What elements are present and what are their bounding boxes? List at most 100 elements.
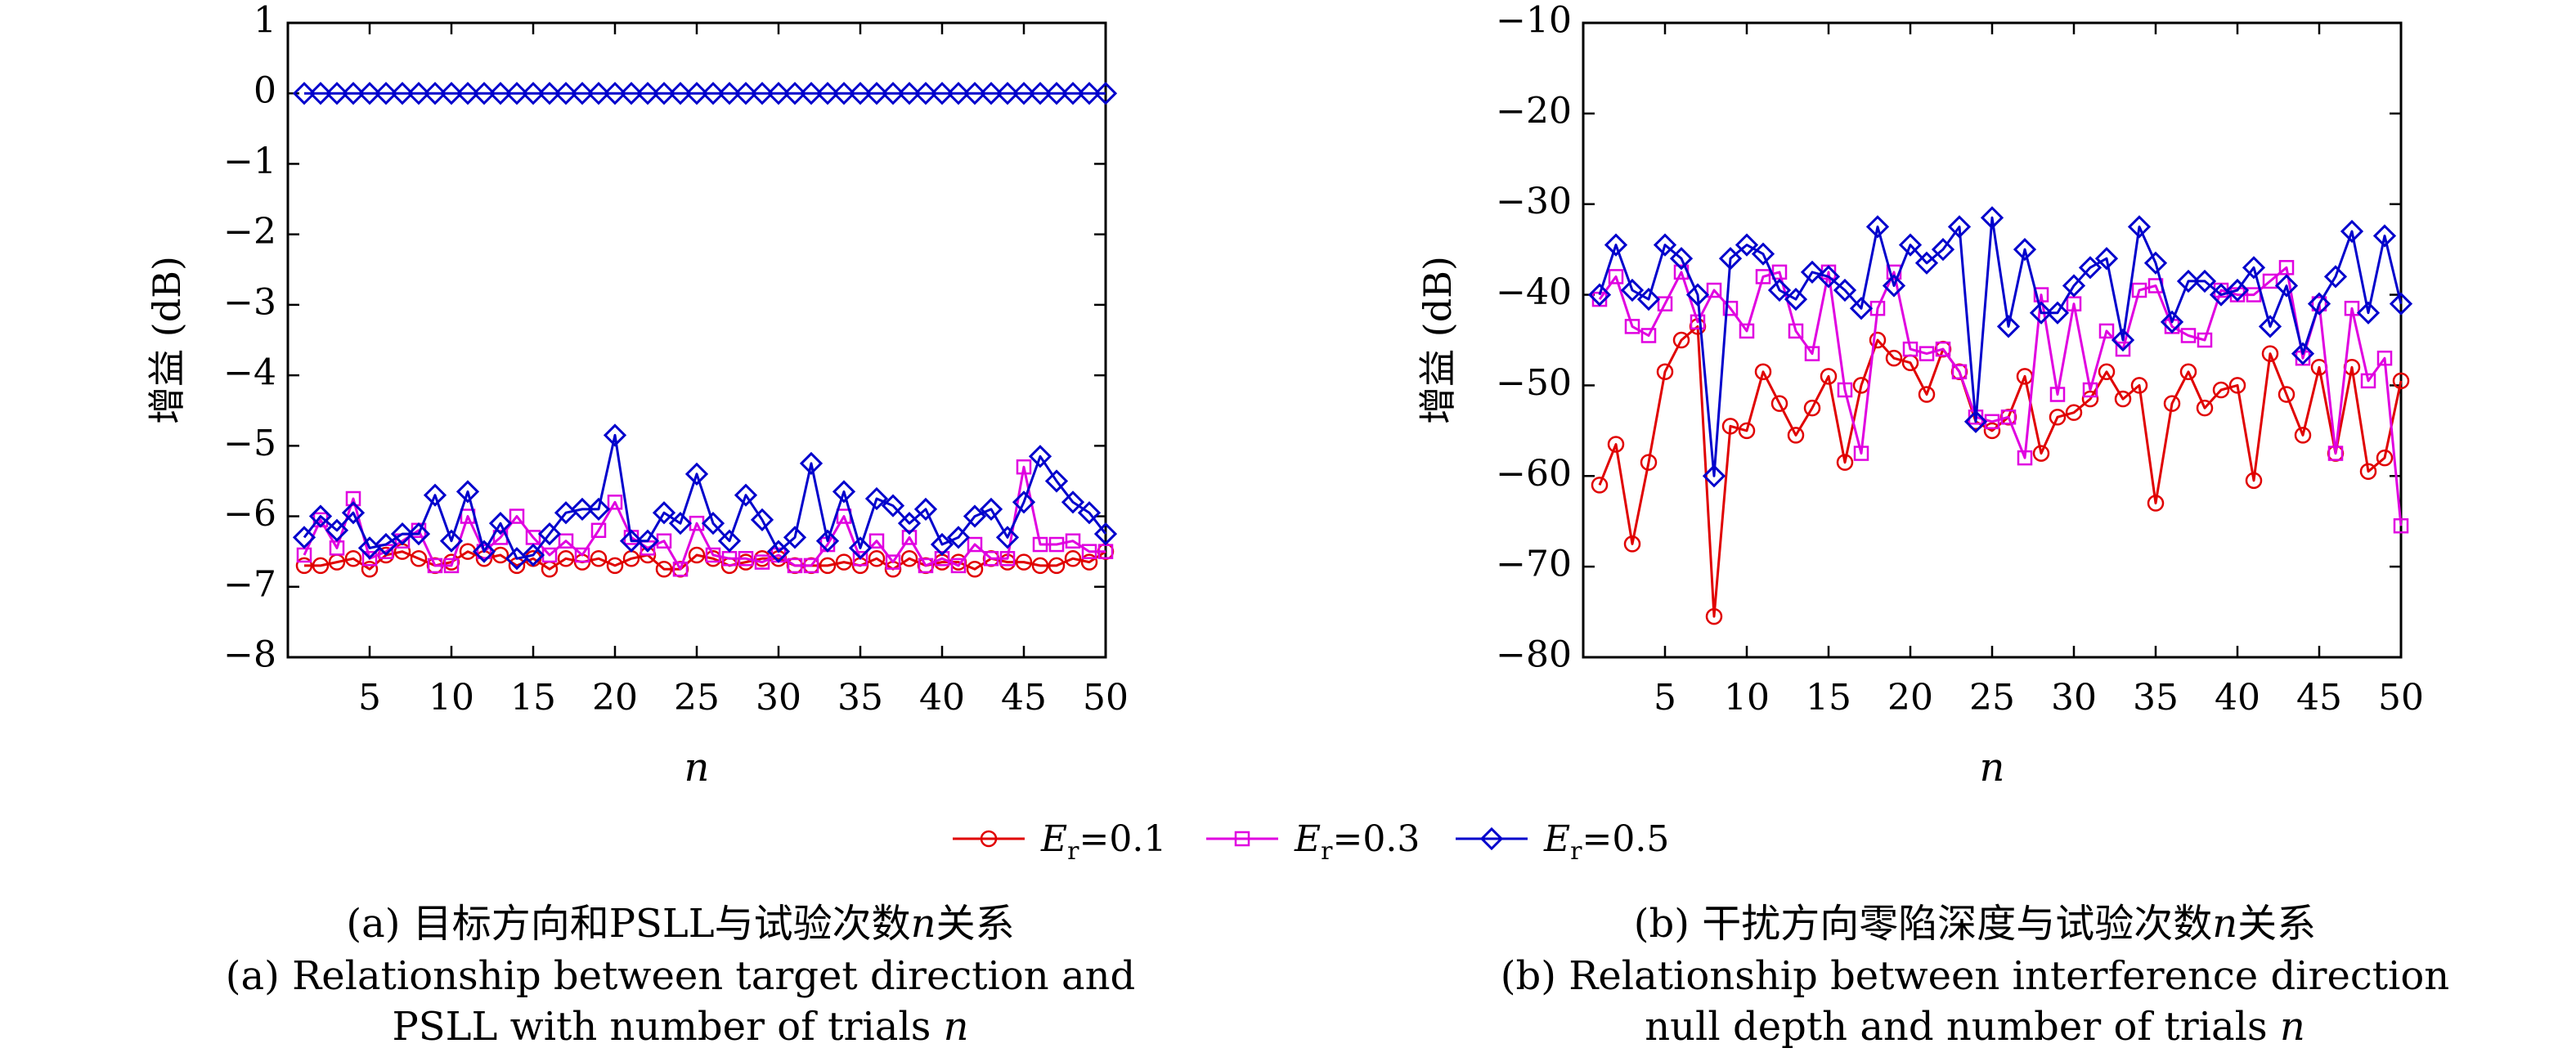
y-tick-label: −8 <box>223 634 276 676</box>
data-point: E_r=0.5 n=12: -39.5 <box>1767 278 1792 302</box>
data-point: E_r=0.3 n=16: -50.5 <box>1837 382 1853 398</box>
y-tick-label: 0 <box>254 70 276 112</box>
data-point: E_r=0.3 n=44: -6.6 <box>999 551 1016 567</box>
chart-panel-b: −10 −20 −30 −40 −50 −60 −70 −80 5 10 15 20 25 30 35 40… <box>1416 0 2424 791</box>
data-point: n=11: 0 <box>456 82 480 105</box>
legend-item: Er=0.3 <box>1206 818 1420 866</box>
data-point: E_r=0.3 n=42: -38.5 <box>2262 273 2278 289</box>
data-point: E_r=0.5 n=2: -34.5 <box>1604 233 1628 257</box>
captions: (a) 目标方向和PSLL与试验次数n关系 (a) Relationship b… <box>226 901 2449 1050</box>
data-point: n=22: 0 <box>635 82 660 105</box>
x-tick-label: 20 <box>1887 677 1933 719</box>
data-point: E_r=0.3 n=36: -6.35 <box>868 533 885 549</box>
data-point: E_r=0.5 n=33: -6.35 <box>815 529 840 553</box>
data-point: E_r=0.3 n=20: -5.8 <box>607 495 623 510</box>
data-point: E_r=0.5 n=25: -5.4 <box>684 462 709 486</box>
data-point: n=44: 0 <box>995 82 1020 105</box>
x-tick-label: 25 <box>674 677 720 719</box>
data-point: E_r=0.1 n=12: -52 <box>1770 395 1788 412</box>
data-point: E_r=0.3 n=14: -46.5 <box>1804 346 1820 361</box>
data-point: E_r=0.3 n=32: -44 <box>2098 323 2115 339</box>
data-point: E_r=0.3 n=2: -38 <box>1608 269 1624 284</box>
y-tick-label: −60 <box>1496 453 1572 495</box>
data-point: n=12: 0 <box>472 82 496 105</box>
data-point: E_r=0.3 n=19: -6.2 <box>590 522 607 539</box>
data-point: E_r=0.1 n=16: -58.5 <box>1836 454 1854 471</box>
data-point: E_r=0.5 n=37: -5.85 <box>881 494 905 517</box>
data-point: E_r=0.5 n=4: -5.95 <box>341 501 366 525</box>
data-point: E_r=0.3 n=20: -46 <box>1902 341 1919 357</box>
data-point: n=21: 0 <box>619 82 644 105</box>
data-point: n=27: 0 <box>717 82 742 105</box>
x-axis-ticks-b: 5 10 15 20 25 30 35 40 45 50 <box>1654 23 2424 719</box>
data-point: E_r=0.5 n=48: -42 <box>2356 301 2381 325</box>
data-point: E_r=0.1 n=50: -49.5 <box>2392 372 2410 390</box>
data-point: E_r=0.3 n=34: -39.5 <box>2131 282 2147 298</box>
data-point: E_r=0.1 n=19: -47 <box>1885 349 1903 367</box>
data-point: E_r=0.5 n=23: -32.5 <box>1947 215 1972 239</box>
data-point: E_r=0.1 n=2: -6.7 <box>312 557 330 575</box>
data-point: E_r=0.1 n=30: -53 <box>2065 404 2083 421</box>
data-point: E_r=0.5 n=32: -5.25 <box>799 451 824 476</box>
data-point: E_r=0.3 n=41: -6.7 <box>950 558 967 574</box>
y-tick-label: −40 <box>1496 271 1572 313</box>
data-point: E_r=0.5 n=4: -40.5 <box>1636 287 1661 311</box>
series-unnamed-3: n=1: 0n=2: 0n=3: 0n=4: 0n=5: 0n=6: 0n=7:… <box>292 82 1118 105</box>
data-point: E_r=0.3 n=30: -41 <box>2066 296 2082 311</box>
data-point: E_r=0.5 n=6: -6.4 <box>374 532 398 557</box>
y-tick-label: −7 <box>223 563 276 605</box>
legend-label: Er=0.3 <box>1294 818 1420 866</box>
y-tick-label: −80 <box>1496 634 1572 676</box>
series-e-r-0-1: E_r=0.1 n=1: -6.7E_r=0.1 n=2: -6.7 E_r=0.… <box>295 543 1115 578</box>
data-point: E_r=0.5 n=42: -6 <box>963 504 987 528</box>
data-point: E_r=0.5 n=16: -6.25 <box>537 522 562 546</box>
data-point: E_r=0.5 n=37: -38.5 <box>2176 269 2201 293</box>
x-tick-label: 10 <box>429 677 474 719</box>
x-tick-label: 15 <box>1806 677 1851 719</box>
data-point: E_r=0.5 n=24: -6.1 <box>668 512 693 535</box>
y-tick-label: −3 <box>223 281 276 323</box>
x-axis-label-b: n <box>1980 745 2005 791</box>
y-axis-label-b: 增益 (dB) <box>1416 256 1460 424</box>
data-point: E_r=0.3 n=4: -44.5 <box>1640 328 1657 343</box>
y-tick-label: −50 <box>1496 362 1572 404</box>
legend-item: Er=0.1 <box>953 818 1166 866</box>
data-point: E_r=0.5 n=31: -37 <box>2078 256 2103 280</box>
data-point: E_r=0.1 n=15: -49 <box>1820 368 1838 385</box>
x-tick-label: 25 <box>1969 677 2015 719</box>
data-point: E_r=0.3 n=24: -6.75 <box>672 561 689 577</box>
data-point: E_r=0.5 n=26: -6.1 <box>701 512 725 535</box>
data-point: E_r=0.3 n=26: -6.55 <box>705 547 721 563</box>
data-point: n=13: 0 <box>488 82 513 105</box>
x-tick-label: 50 <box>2378 677 2424 719</box>
data-point: E_r=0.1 n=33: -6.7 <box>819 557 837 575</box>
data-point: E_r=0.3 n=9: -41.5 <box>1722 300 1739 316</box>
data-point: E_r=0.1 n=32: -48.5 <box>2098 363 2116 381</box>
x-tick-label: 45 <box>2296 677 2342 719</box>
x-tick-label: 10 <box>1724 677 1770 719</box>
data-point: E_r=0.1 n=8: -75.5 <box>1705 607 1723 625</box>
data-point: E_r=0.1 n=42: -46.5 <box>2261 345 2279 362</box>
data-point: n=25: 0 <box>684 82 709 105</box>
data-point: E_r=0.5 n=8: -6.25 <box>406 522 431 546</box>
data-point: n=33: 0 <box>815 82 840 105</box>
caption-b-english-line2: null depth and number of trials n <box>1645 1004 2305 1050</box>
y-tick-label: −6 <box>223 493 276 535</box>
data-point: E_r=0.5 n=42: -43.5 <box>2258 315 2282 338</box>
data-point: E_r=0.5 n=20: -4.85 <box>603 423 627 447</box>
data-point: E_r=0.3 n=8: -39.5 <box>1706 282 1722 298</box>
data-point: E_r=0.5 n=29: -6.05 <box>750 508 774 531</box>
data-point: E_r=0.3 n=22: -46 <box>1935 341 1951 357</box>
data-point: E_r=0.1 n=3: -67.5 <box>1623 535 1641 553</box>
data-point: n=40: 0 <box>930 82 954 105</box>
data-point: E_r=0.5 n=11: -35.5 <box>1751 242 1775 266</box>
data-point: E_r=0.1 n=40: -50 <box>2228 377 2246 394</box>
legend-label: Er=0.1 <box>1040 818 1166 866</box>
data-point: n=37: 0 <box>881 82 905 105</box>
series-line <box>1598 325 2403 618</box>
data-point: n=43: 0 <box>979 82 1003 105</box>
data-point: E_r=0.3 n=40: -6.6 <box>934 551 950 567</box>
data-point: n=34: 0 <box>832 82 856 105</box>
x-tick-label: 50 <box>1083 677 1129 719</box>
data-point: n=47: 0 <box>1044 82 1069 105</box>
